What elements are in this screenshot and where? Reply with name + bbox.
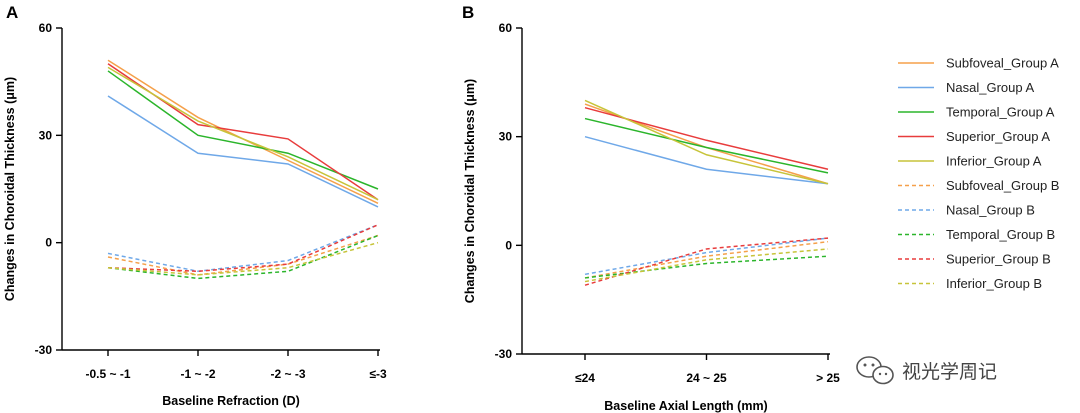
- series-line: [584, 99, 829, 185]
- x-tick-label: -1 ~ -2: [180, 367, 215, 381]
- y-tick-label: 30: [39, 128, 53, 142]
- series-line: [107, 66, 379, 201]
- y-tick-label: 30: [499, 130, 513, 144]
- panel-letter: A: [6, 3, 18, 22]
- legend-entry: Temporal_Group B: [898, 227, 1055, 242]
- y-tick-label: 0: [45, 236, 52, 250]
- y-tick-label: -30: [495, 347, 513, 361]
- x-tick-label: -2 ~ -3: [270, 367, 305, 381]
- y-tick-label: 60: [499, 21, 513, 35]
- y-axis-title: Changes in Choroidal Thickness (μm): [3, 77, 17, 301]
- legend-label: Temporal_Group B: [946, 227, 1055, 242]
- legend-label: Nasal_Group A: [946, 80, 1034, 95]
- y-tick-label: 0: [505, 238, 512, 252]
- legend-entry: Nasal_Group B: [898, 203, 1035, 218]
- legend-label: Inferior_Group A: [946, 154, 1042, 169]
- series-line: [584, 135, 829, 185]
- x-tick-label: 24 ~ 25: [686, 371, 727, 385]
- legend-entry: Inferior_Group B: [898, 276, 1042, 291]
- series-line: [584, 237, 829, 276]
- legend-label: Subfoveal_Group B: [946, 178, 1059, 193]
- x-tick-label: -0.5 ~ -1: [85, 367, 130, 381]
- series-line: [584, 240, 829, 279]
- legend-entry: Temporal_Group A: [898, 105, 1055, 120]
- legend-entry: Inferior_Group A: [898, 154, 1042, 169]
- legend-label: Nasal_Group B: [946, 203, 1035, 218]
- legend-entry: Superior_Group A: [898, 129, 1050, 144]
- series-line: [107, 224, 379, 273]
- series-line: [107, 224, 379, 273]
- series-line: [107, 234, 379, 280]
- legend-entry: Subfoveal_Group A: [898, 56, 1059, 71]
- x-axis-title: Baseline Axial Length (mm): [604, 399, 767, 413]
- legend-entry: Nasal_Group A: [898, 80, 1034, 95]
- y-axis-title: Changes in Choroidal Thickness (μm): [463, 79, 477, 303]
- series-line: [107, 241, 379, 276]
- series-line: [107, 63, 379, 201]
- series-line: [107, 95, 379, 208]
- panel-letter: B: [462, 3, 474, 22]
- y-tick-label: 60: [39, 21, 53, 35]
- watermark-text: 视光学周记: [902, 361, 997, 383]
- series-line: [107, 70, 379, 190]
- series-line: [584, 255, 829, 279]
- wechat-icon: [856, 356, 894, 385]
- x-axis-title: Baseline Refraction (D): [162, 394, 300, 408]
- legend-entry: Subfoveal_Group B: [898, 178, 1059, 193]
- series-line: [584, 237, 829, 286]
- legend-entry: Superior_Group B: [898, 252, 1051, 267]
- x-tick-label: > 25: [816, 371, 840, 385]
- x-tick-label: ≤-3: [369, 367, 387, 381]
- watermark: 视光学周记: [856, 356, 997, 385]
- legend-label: Inferior_Group B: [946, 276, 1042, 291]
- legend-label: Temporal_Group A: [946, 105, 1055, 120]
- legend: Subfoveal_Group A Nasal_Group A Temporal_G…: [898, 56, 1059, 291]
- legend-label: Superior_Group B: [946, 252, 1051, 267]
- panel-b: B 60 30 0 -30 ≤24 24 ~ 25 > 25 Baseline Axial Le…: [462, 3, 840, 413]
- series-line: [584, 117, 829, 174]
- legend-label: Superior_Group A: [946, 129, 1050, 144]
- x-tick-label: ≤24: [575, 371, 595, 385]
- series-line: [107, 234, 379, 276]
- legend-label: Subfoveal_Group A: [946, 56, 1059, 71]
- series-line: [584, 248, 829, 283]
- y-tick-label: -30: [35, 343, 53, 357]
- panel-a: A 60 30 0 -30 -0.5 ~ -1 -1 ~ -2 -2 ~ -3 ≤-3 Basel…: [3, 3, 387, 408]
